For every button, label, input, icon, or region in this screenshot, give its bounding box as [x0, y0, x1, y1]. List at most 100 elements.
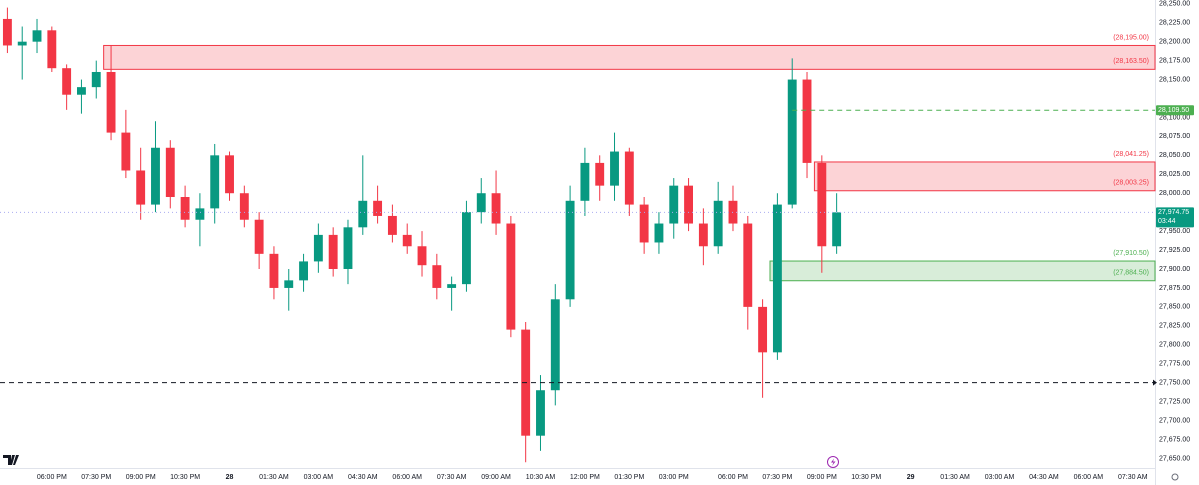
- candle-body: [432, 265, 442, 288]
- x-tick-label: 09:00 AM: [481, 474, 511, 481]
- y-tick-label: 28,175.00: [1159, 57, 1190, 64]
- x-tick-label: 10:30 AM: [526, 474, 556, 481]
- logo: [3, 455, 19, 465]
- candle-body: [832, 212, 842, 247]
- candle-body: [17, 41, 27, 46]
- candle-body: [713, 200, 723, 247]
- x-tick-label: 03:00 AM: [985, 474, 1015, 481]
- y-tick-label: 27,950.00: [1159, 228, 1190, 235]
- x-tick-label: 12:00 PM: [570, 474, 600, 481]
- candle-body: [669, 185, 679, 224]
- x-tick-label: 03:00 PM: [659, 474, 689, 481]
- price-label: 27,974.75: [1158, 209, 1189, 216]
- price-label-box: [1156, 207, 1194, 228]
- candle-body: [595, 162, 605, 186]
- y-tick-label: 28,050.00: [1159, 152, 1190, 159]
- x-tick-label: 01:30 AM: [940, 474, 970, 481]
- candle-body: [802, 79, 812, 163]
- x-tick-label: 01:30 PM: [614, 474, 644, 481]
- candle-body: [2, 18, 12, 46]
- y-tick-label: 27,925.00: [1159, 247, 1190, 254]
- x-tick-label: 06:00 PM: [718, 474, 748, 481]
- events-bolt[interactable]: [831, 458, 836, 467]
- price-marker: [1153, 379, 1157, 386]
- zone: [103, 44, 1156, 70]
- y-tick-label: 27,750.00: [1159, 379, 1190, 386]
- candle-body: [121, 132, 131, 171]
- candle-body: [462, 212, 471, 285]
- zone-top-label: (28,041.25): [1113, 151, 1149, 158]
- x-tick-label: 09:00 PM: [126, 474, 156, 481]
- candle-body: [239, 193, 249, 220]
- zone: [769, 260, 1156, 282]
- y-tick-label: 28,250.00: [1159, 1, 1190, 8]
- candle-body: [62, 68, 72, 95]
- candle-body: [313, 234, 323, 262]
- x-tick-label: 04:30 AM: [1029, 474, 1059, 481]
- candle-body: [210, 155, 220, 209]
- candle-body: [180, 197, 190, 220]
- logo-mark: [3, 455, 19, 465]
- y-tick-label: 28,000.00: [1159, 190, 1190, 197]
- candle-body: [624, 151, 634, 205]
- candle-body: [491, 193, 501, 224]
- candle-body: [402, 234, 412, 247]
- candle-body: [654, 223, 664, 243]
- y-tick-label: 27,650.00: [1159, 455, 1190, 462]
- zone: [813, 161, 1156, 192]
- y-tick-label: 28,150.00: [1159, 76, 1190, 83]
- y-tick-label: 27,900.00: [1159, 266, 1190, 273]
- settings-circle[interactable]: [1171, 473, 1179, 481]
- x-tick-label: 09:00 PM: [807, 474, 837, 481]
- settings-icon[interactable]: [1171, 473, 1179, 481]
- candle-body: [254, 219, 264, 254]
- x-tick-label: 03:00 AM: [304, 474, 334, 481]
- candle-body: [417, 246, 427, 266]
- events-icon[interactable]: [827, 456, 839, 468]
- x-tick-label: 06:00 AM: [1074, 474, 1104, 481]
- x-tick-label: 06:00 AM: [392, 474, 422, 481]
- candle-body: [565, 200, 575, 300]
- candle-body: [269, 253, 279, 288]
- candle-body: [772, 204, 782, 353]
- y-tick-label: 28,200.00: [1159, 39, 1190, 46]
- y-tick-label: 28,100.00: [1159, 114, 1190, 121]
- candle-body: [343, 227, 353, 269]
- candle-body: [743, 223, 753, 307]
- x-tick-label: 29: [907, 474, 915, 481]
- candle-body: [550, 299, 560, 391]
- candle-body: [91, 71, 101, 88]
- candle-body: [373, 200, 383, 216]
- y-tick-label: 27,875.00: [1159, 285, 1190, 292]
- candle-body: [476, 193, 486, 213]
- zones: (28,195.00) (28,163.50) (28,041.25) (28,003…: [103, 34, 1156, 282]
- x-tick-label: 07:30 AM: [437, 474, 467, 481]
- candle-body: [580, 162, 590, 201]
- x-tick-label: 07:30 PM: [81, 474, 111, 481]
- y-tick-label: 27,775.00: [1159, 361, 1190, 368]
- candle-body: [225, 155, 234, 194]
- x-tick-label: 04:30 AM: [348, 474, 378, 481]
- candle-body: [536, 390, 545, 436]
- candle-body: [47, 30, 57, 69]
- y-tick-label: 27,800.00: [1159, 342, 1190, 349]
- candle-body: [151, 147, 160, 205]
- candle-body: [106, 71, 116, 133]
- candle-body: [387, 215, 397, 235]
- x-tick-label: 10:30 PM: [170, 474, 200, 481]
- candle-body: [639, 204, 649, 243]
- candle-body: [758, 306, 768, 353]
- y-tick-label: 27,725.00: [1159, 398, 1190, 405]
- candle-body: [165, 147, 175, 198]
- price-label-box: [1156, 105, 1194, 116]
- candle-body: [136, 170, 146, 205]
- candles: [2, 7, 842, 463]
- candle-body: [328, 234, 338, 269]
- x-tick-label: 07:30 PM: [762, 474, 792, 481]
- zone-bottom-label: (28,163.50): [1113, 58, 1149, 65]
- events-circle[interactable]: [827, 456, 839, 468]
- x-tick-label: 28: [226, 474, 234, 481]
- y-tick-label: 28,225.00: [1159, 20, 1190, 27]
